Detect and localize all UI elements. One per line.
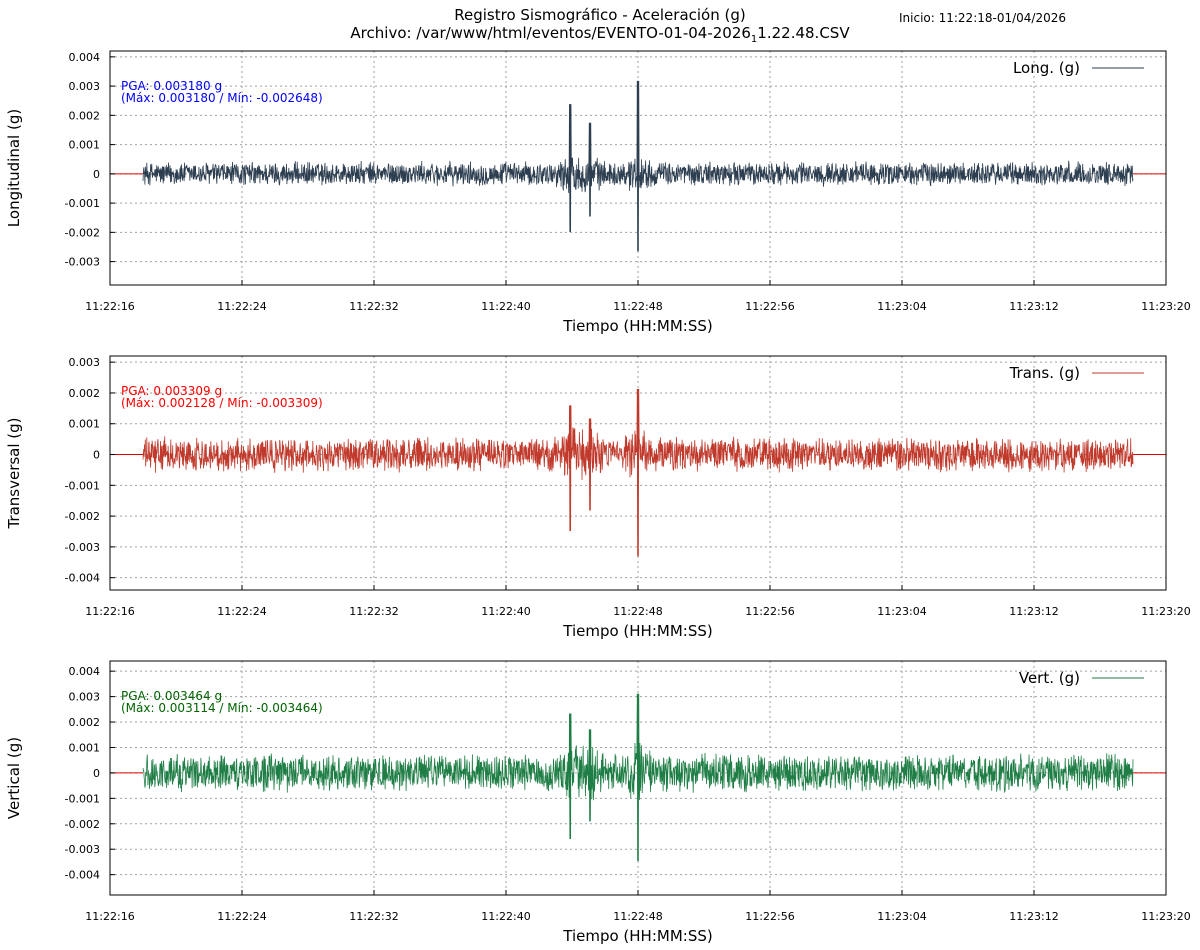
y-tick-label: 0.004 (69, 665, 101, 678)
y-tick-label: -0.001 (65, 479, 100, 492)
y-tick-label: 0.003 (69, 691, 101, 704)
legend-label: Trans. (g) (1009, 364, 1080, 382)
pga-annotation: PGA: 0.003309 g (121, 384, 222, 398)
y-tick-label: -0.002 (65, 510, 100, 523)
x-tick-label: 11:23:20 (1141, 605, 1190, 618)
x-axis-label: Tiempo (HH:MM:SS) (562, 317, 712, 335)
y-tick-label: 0.002 (69, 109, 101, 122)
y-tick-label: 0.002 (69, 716, 101, 729)
waveform-series (142, 389, 1134, 557)
y-tick-label: 0 (93, 168, 100, 181)
y-tick-label: 0 (93, 767, 100, 780)
y-tick-label: 0.001 (69, 741, 101, 754)
y-tick-label: 0 (93, 449, 100, 462)
maxmin-annotation: (Máx: 0.002128 / Mín: -0.003309) (121, 396, 323, 410)
x-tick-label: 11:22:56 (745, 300, 794, 313)
x-tick-label: 11:22:16 (85, 300, 134, 313)
y-axis-label: Longitudinal (g) (5, 109, 23, 227)
pga-annotation: PGA: 0.003180 g (121, 79, 222, 93)
file-path-suffix: 1.22.48.CSV (757, 24, 850, 42)
x-tick-label: 11:22:16 (85, 910, 134, 923)
pga-annotation: PGA: 0.003464 g (121, 689, 222, 703)
x-axis-label: Tiempo (HH:MM:SS) (562, 622, 712, 640)
file-path-title: Archivo: /var/www/html/eventos/EVENTO-01… (0, 24, 1200, 45)
file-path-prefix: Archivo: /var/www/html/eventos/EVENTO-01… (350, 24, 751, 42)
x-tick-label: 11:22:32 (349, 910, 398, 923)
chart-panel-1: 0.004 0.003 0.002 0.001 0 -0.001 -0.002 -0.003 1… (5, 50, 1191, 335)
x-tick-label: 11:23:04 (877, 300, 926, 313)
x-tick-label: 11:22:32 (349, 605, 398, 618)
y-tick-label: -0.003 (65, 256, 100, 269)
chart-panel-3: 0.004 0.003 0.002 0.001 0 -0.001 -0.002 -0.003 -… (5, 660, 1191, 945)
x-tick-label: 11:23:20 (1141, 910, 1190, 923)
y-tick-label: 0.002 (69, 387, 101, 400)
y-tick-label: -0.003 (65, 843, 100, 856)
x-tick-label: 11:22:48 (613, 910, 662, 923)
file-path-subscript: 1 (750, 34, 758, 45)
y-tick-label: -0.002 (65, 818, 100, 831)
chart-title: Registro Sismográfico - Aceleración (g) (454, 6, 746, 24)
x-tick-label: 11:23:04 (877, 605, 926, 618)
chart-panel-2: 0.003 0.002 0.001 0 -0.001 -0.002 -0.003 -0.004… (5, 355, 1191, 640)
x-tick-label: 11:22:40 (481, 300, 530, 313)
y-tick-label: 0.001 (69, 418, 101, 431)
start-time-label: Inicio: 11:22:18-01/04/2026 (899, 11, 1066, 25)
x-tick-label: 11:22:56 (745, 605, 794, 618)
y-tick-label: 0.003 (69, 356, 101, 369)
maxmin-annotation: (Máx: 0.003180 / Mín: -0.002648) (121, 91, 323, 105)
y-tick-label: 0.004 (69, 51, 101, 64)
legend-label: Vert. (g) (1019, 669, 1080, 687)
x-tick-label: 11:23:12 (1009, 605, 1058, 618)
y-tick-label: -0.002 (65, 226, 100, 239)
x-tick-label: 11:23:12 (1009, 300, 1058, 313)
y-tick-label: -0.003 (65, 541, 100, 554)
waveform-series (142, 693, 1134, 862)
y-tick-label: 0.003 (69, 80, 101, 93)
x-axis-label: Tiempo (HH:MM:SS) (562, 927, 712, 945)
y-axis-label: Vertical (g) (5, 737, 23, 819)
x-tick-label: 11:22:48 (613, 300, 662, 313)
waveform-series (142, 80, 1134, 252)
x-tick-label: 11:22:40 (481, 605, 530, 618)
x-tick-label: 11:22:48 (613, 605, 662, 618)
x-tick-label: 11:22:32 (349, 300, 398, 313)
y-tick-label: -0.001 (65, 197, 100, 210)
y-tick-label: -0.004 (65, 869, 100, 882)
legend-label: Long. (g) (1013, 59, 1080, 77)
x-tick-label: 11:23:12 (1009, 910, 1058, 923)
x-tick-label: 11:22:40 (481, 910, 530, 923)
x-tick-label: 11:22:16 (85, 605, 134, 618)
y-tick-label: -0.001 (65, 792, 100, 805)
x-tick-label: 11:23:20 (1141, 300, 1190, 313)
x-tick-label: 11:22:24 (217, 605, 266, 618)
x-tick-label: 11:22:24 (217, 300, 266, 313)
chart-title-block: Registro Sismográfico - Aceleración (g) … (0, 6, 1200, 46)
y-tick-label: 0.001 (69, 139, 101, 152)
y-axis-label: Transversal (g) (5, 417, 23, 529)
y-tick-label: -0.004 (65, 572, 100, 585)
x-tick-label: 11:23:04 (877, 910, 926, 923)
x-tick-label: 11:22:24 (217, 910, 266, 923)
maxmin-annotation: (Máx: 0.003114 / Mín: -0.003464) (121, 701, 323, 715)
x-tick-label: 11:22:56 (745, 910, 794, 923)
